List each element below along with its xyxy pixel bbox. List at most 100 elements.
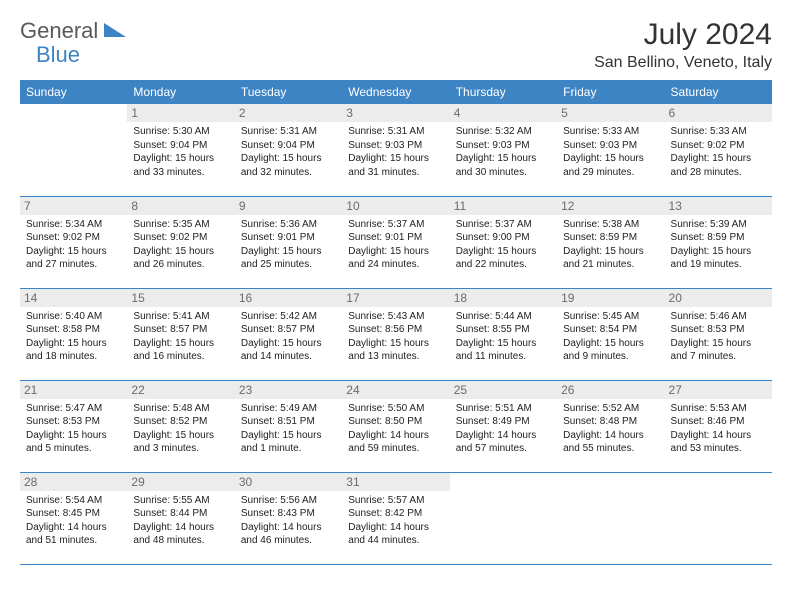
logo-text-2: Blue xyxy=(36,42,80,67)
day-number: 14 xyxy=(20,289,127,307)
day-number: 23 xyxy=(235,381,342,399)
daylight-line: Daylight: 15 hours and 29 minutes. xyxy=(563,152,658,179)
sunset-line: Sunset: 8:43 PM xyxy=(241,507,336,521)
calendar-cell: 20Sunrise: 5:46 AMSunset: 8:53 PMDayligh… xyxy=(665,288,772,380)
day-number: 30 xyxy=(235,473,342,491)
day-number: 7 xyxy=(20,197,127,215)
location-label: San Bellino, Veneto, Italy xyxy=(594,54,772,72)
logo-line2: Blue xyxy=(36,42,80,68)
sunset-line: Sunset: 8:44 PM xyxy=(133,507,228,521)
daylight-line: Daylight: 15 hours and 11 minutes. xyxy=(456,337,551,364)
calendar-cell: 28Sunrise: 5:54 AMSunset: 8:45 PMDayligh… xyxy=(20,472,127,564)
calendar-cell: 26Sunrise: 5:52 AMSunset: 8:48 PMDayligh… xyxy=(557,380,664,472)
sunset-line: Sunset: 8:53 PM xyxy=(671,323,766,337)
month-title: July 2024 xyxy=(594,18,772,52)
weekday-header: Saturday xyxy=(665,80,772,104)
calendar-cell: 30Sunrise: 5:56 AMSunset: 8:43 PMDayligh… xyxy=(235,472,342,564)
calendar-cell xyxy=(20,104,127,196)
sunset-line: Sunset: 8:57 PM xyxy=(133,323,228,337)
sunrise-line: Sunrise: 5:50 AM xyxy=(348,402,443,416)
sunrise-line: Sunrise: 5:31 AM xyxy=(241,125,336,139)
calendar-cell: 19Sunrise: 5:45 AMSunset: 8:54 PMDayligh… xyxy=(557,288,664,380)
logo-text-1: General xyxy=(20,18,98,44)
sunrise-line: Sunrise: 5:35 AM xyxy=(133,218,228,232)
sunset-line: Sunset: 9:01 PM xyxy=(348,231,443,245)
sunset-line: Sunset: 8:58 PM xyxy=(26,323,121,337)
calendar-cell: 17Sunrise: 5:43 AMSunset: 8:56 PMDayligh… xyxy=(342,288,449,380)
sunrise-line: Sunrise: 5:37 AM xyxy=(348,218,443,232)
daylight-line: Daylight: 15 hours and 27 minutes. xyxy=(26,245,121,272)
sunrise-line: Sunrise: 5:57 AM xyxy=(348,494,443,508)
sunset-line: Sunset: 8:59 PM xyxy=(563,231,658,245)
calendar-cell: 9Sunrise: 5:36 AMSunset: 9:01 PMDaylight… xyxy=(235,196,342,288)
day-number: 11 xyxy=(450,197,557,215)
daylight-line: Daylight: 14 hours and 53 minutes. xyxy=(671,429,766,456)
sunset-line: Sunset: 9:04 PM xyxy=(133,139,228,153)
daylight-line: Daylight: 15 hours and 25 minutes. xyxy=(241,245,336,272)
calendar-cell: 7Sunrise: 5:34 AMSunset: 9:02 PMDaylight… xyxy=(20,196,127,288)
sunset-line: Sunset: 9:02 PM xyxy=(133,231,228,245)
calendar-cell: 23Sunrise: 5:49 AMSunset: 8:51 PMDayligh… xyxy=(235,380,342,472)
day-number: 28 xyxy=(20,473,127,491)
daylight-line: Daylight: 14 hours and 55 minutes. xyxy=(563,429,658,456)
day-number: 10 xyxy=(342,197,449,215)
calendar-body: 1Sunrise: 5:30 AMSunset: 9:04 PMDaylight… xyxy=(20,104,772,564)
daylight-line: Daylight: 15 hours and 9 minutes. xyxy=(563,337,658,364)
sunset-line: Sunset: 9:01 PM xyxy=(241,231,336,245)
sunrise-line: Sunrise: 5:32 AM xyxy=(456,125,551,139)
calendar-table: SundayMondayTuesdayWednesdayThursdayFrid… xyxy=(20,80,772,565)
calendar-cell: 10Sunrise: 5:37 AMSunset: 9:01 PMDayligh… xyxy=(342,196,449,288)
daylight-line: Daylight: 14 hours and 44 minutes. xyxy=(348,521,443,548)
daylight-line: Daylight: 15 hours and 5 minutes. xyxy=(26,429,121,456)
day-number: 3 xyxy=(342,104,449,122)
daylight-line: Daylight: 15 hours and 19 minutes. xyxy=(671,245,766,272)
calendar-cell: 25Sunrise: 5:51 AMSunset: 8:49 PMDayligh… xyxy=(450,380,557,472)
day-number: 19 xyxy=(557,289,664,307)
daylight-line: Daylight: 15 hours and 3 minutes. xyxy=(133,429,228,456)
calendar-cell xyxy=(665,472,772,564)
sunrise-line: Sunrise: 5:40 AM xyxy=(26,310,121,324)
calendar-cell: 5 Sunrise: 5:33 AMSunset: 9:03 PMDaylight… xyxy=(557,104,664,196)
calendar-cell: 31Sunrise: 5:57 AMSunset: 8:42 PMDayligh… xyxy=(342,472,449,564)
weekday-header: Friday xyxy=(557,80,664,104)
weekday-header: Thursday xyxy=(450,80,557,104)
daylight-line: Daylight: 15 hours and 16 minutes. xyxy=(133,337,228,364)
sunrise-line: Sunrise: 5:42 AM xyxy=(241,310,336,324)
daylight-line: Daylight: 15 hours and 7 minutes. xyxy=(671,337,766,364)
sunset-line: Sunset: 8:52 PM xyxy=(133,415,228,429)
calendar-cell: 12Sunrise: 5:38 AMSunset: 8:59 PMDayligh… xyxy=(557,196,664,288)
calendar-cell: 1Sunrise: 5:30 AMSunset: 9:04 PMDaylight… xyxy=(127,104,234,196)
calendar-cell: 22Sunrise: 5:48 AMSunset: 8:52 PMDayligh… xyxy=(127,380,234,472)
calendar-cell: 11Sunrise: 5:37 AMSunset: 9:00 PMDayligh… xyxy=(450,196,557,288)
sunrise-line: Sunrise: 5:33 AM xyxy=(563,125,658,139)
sunrise-line: Sunrise: 5:48 AM xyxy=(133,402,228,416)
sunset-line: Sunset: 8:48 PM xyxy=(563,415,658,429)
daylight-line: Daylight: 15 hours and 13 minutes. xyxy=(348,337,443,364)
daylight-line: Daylight: 15 hours and 21 minutes. xyxy=(563,245,658,272)
day-number: 5 xyxy=(557,104,664,122)
logo: General xyxy=(20,18,130,44)
weekday-header: Wednesday xyxy=(342,80,449,104)
daylight-line: Daylight: 15 hours and 26 minutes. xyxy=(133,245,228,272)
sunrise-line: Sunrise: 5:31 AM xyxy=(348,125,443,139)
calendar-cell xyxy=(450,472,557,564)
sunset-line: Sunset: 9:03 PM xyxy=(456,139,551,153)
sunrise-line: Sunrise: 5:34 AM xyxy=(26,218,121,232)
sunset-line: Sunset: 8:49 PM xyxy=(456,415,551,429)
day-number: 29 xyxy=(127,473,234,491)
daylight-line: Daylight: 14 hours and 46 minutes. xyxy=(241,521,336,548)
day-number: 31 xyxy=(342,473,449,491)
calendar-cell: 13Sunrise: 5:39 AMSunset: 8:59 PMDayligh… xyxy=(665,196,772,288)
day-number: 17 xyxy=(342,289,449,307)
day-number: 13 xyxy=(665,197,772,215)
daylight-line: Daylight: 15 hours and 18 minutes. xyxy=(26,337,121,364)
sunrise-line: Sunrise: 5:36 AM xyxy=(241,218,336,232)
daylight-line: Daylight: 15 hours and 28 minutes. xyxy=(671,152,766,179)
sunrise-line: Sunrise: 5:55 AM xyxy=(133,494,228,508)
sunset-line: Sunset: 8:51 PM xyxy=(241,415,336,429)
sunrise-line: Sunrise: 5:43 AM xyxy=(348,310,443,324)
sunset-line: Sunset: 8:50 PM xyxy=(348,415,443,429)
calendar-cell: 21Sunrise: 5:47 AMSunset: 8:53 PMDayligh… xyxy=(20,380,127,472)
day-number: 20 xyxy=(665,289,772,307)
sunset-line: Sunset: 9:03 PM xyxy=(563,139,658,153)
